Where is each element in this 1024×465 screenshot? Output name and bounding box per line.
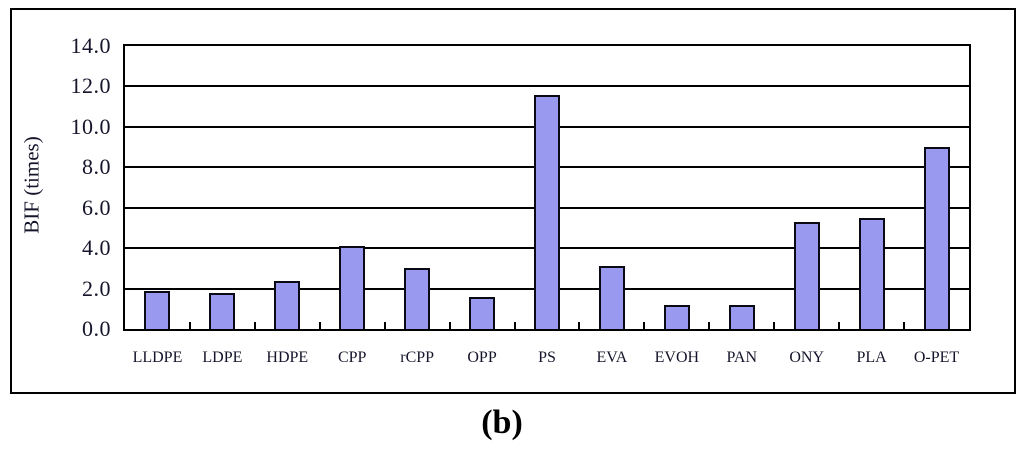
- x-tick-label-EVA: EVA: [596, 349, 628, 366]
- bar-EVA: [598, 266, 625, 329]
- y-tick-label: 14.0: [70, 33, 111, 58]
- chart-figure: BIF (times) 0.0 2.0 4.0 6.0 8.0 10.0 12.0 14.0 …: [10, 8, 1016, 394]
- y-tick-label: 12.0: [70, 73, 111, 99]
- figure-caption: (b): [481, 404, 523, 441]
- x-tick-label-ONY: ONY: [789, 349, 825, 366]
- x-axis-tick-mark: [643, 322, 646, 329]
- x-tick-label-O-PET: O-PET: [913, 349, 960, 366]
- x-axis-tick-mark: [513, 322, 516, 329]
- x-tick-label-OPP: OPP: [467, 349, 497, 366]
- bar-PS: [534, 94, 560, 329]
- bar-CPP: [339, 246, 366, 329]
- x-axis-tick-mark: [448, 322, 451, 329]
- x-axis-tick-mark: [838, 322, 841, 329]
- x-tick-label-PAN: PAN: [726, 349, 758, 366]
- bar-PAN: [728, 304, 755, 329]
- x-tick-label-LDPE: LDPE: [202, 349, 243, 366]
- y-tick-label: 10.0: [70, 113, 111, 139]
- x-axis-tick-mark: [708, 322, 711, 329]
- bar-rCPP: [404, 268, 431, 329]
- bar-EVOH: [663, 304, 690, 329]
- y-tick-label: 8.0: [82, 154, 111, 180]
- x-tick-label-PLA: PLA: [856, 349, 887, 366]
- x-tick-label-EVOH: EVOH: [654, 349, 700, 366]
- x-tick-label-rCPP: rCPP: [400, 349, 435, 366]
- y-axis-title: BIF (times): [19, 136, 44, 234]
- bar-LDPE: [209, 292, 236, 329]
- y-tick-label: 2.0: [82, 275, 111, 301]
- plot-area: [123, 44, 971, 331]
- gridline: [125, 85, 969, 88]
- y-tick-label: 4.0: [82, 235, 111, 261]
- bar-ONY: [793, 221, 820, 329]
- x-tick-label-CPP: CPP: [337, 349, 367, 366]
- x-axis-tick-mark: [578, 322, 581, 329]
- bar-OPP: [469, 296, 496, 329]
- x-axis-tick-mark: [188, 322, 191, 329]
- x-axis-tick-mark: [318, 322, 321, 329]
- x-axis-tick-mark: [383, 322, 386, 329]
- x-tick-label-LLDPE: LLDPE: [132, 349, 183, 366]
- bar-HDPE: [274, 280, 301, 329]
- x-axis-tick-mark: [773, 322, 776, 329]
- x-tick-label-HDPE: HDPE: [266, 349, 309, 366]
- x-axis-tick-mark: [253, 322, 256, 329]
- x-tick-label-PS: PS: [538, 349, 556, 366]
- bar-LLDPE: [144, 290, 171, 329]
- y-tick-label: 0.0: [82, 316, 111, 341]
- bar-O-PET: [923, 147, 950, 329]
- y-tick-label: 6.0: [82, 194, 111, 220]
- bar-PLA: [858, 217, 885, 329]
- x-axis-tick-mark: [903, 322, 906, 329]
